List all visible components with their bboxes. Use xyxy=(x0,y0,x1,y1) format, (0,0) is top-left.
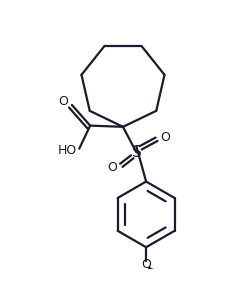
Text: O: O xyxy=(59,95,68,108)
Text: S: S xyxy=(132,145,141,160)
Text: O: O xyxy=(161,131,170,144)
Text: O: O xyxy=(107,161,117,174)
Text: HO: HO xyxy=(57,144,77,157)
Text: O: O xyxy=(141,258,151,271)
